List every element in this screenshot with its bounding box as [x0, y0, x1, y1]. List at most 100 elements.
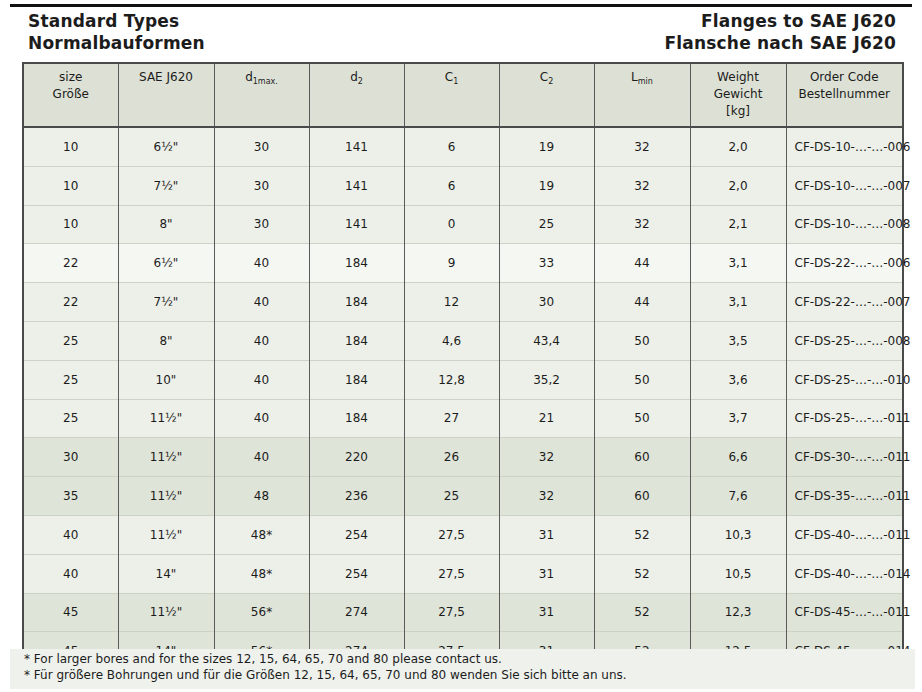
cell-lmin: 60: [594, 438, 690, 477]
cell-d1max: 30: [214, 127, 309, 166]
table-row: 108"30141025322,1CF-DS-10-…-…-008: [23, 205, 903, 244]
table-row: 258"401844,643,4503,5CF-DS-25-…-…-008: [23, 321, 903, 360]
cell-d1max: 30: [214, 166, 309, 205]
table-row: 3511½"482362532607,6CF-DS-35-…-…-011: [23, 477, 903, 516]
cell-lmin: 32: [594, 127, 690, 166]
cell-c1: 26: [404, 438, 499, 477]
cell-c1: 9: [404, 244, 499, 283]
cell-size: 25: [23, 399, 118, 438]
cell-c1: 0: [404, 205, 499, 244]
top-rule: [10, 4, 912, 7]
cell-order: CF-DS-30-…-…-011: [786, 438, 903, 477]
table-row: 227½"401841230443,1CF-DS-22-…-…-007: [23, 283, 903, 322]
cell-order: CF-DS-22-…-…-006: [786, 244, 903, 283]
table-row: 226½"40184933443,1CF-DS-22-…-…-006: [23, 244, 903, 283]
cell-order: CF-DS-40-…-…-011: [786, 515, 903, 554]
table-row: 4511½"56*27427,5315212,3CF-DS-45-…-…-011: [23, 593, 903, 632]
cell-d2: 184: [309, 283, 404, 322]
col-header-d2: d2: [309, 63, 404, 127]
cell-d2: 184: [309, 244, 404, 283]
cell-sae: 6½": [118, 127, 214, 166]
cell-lmin: 50: [594, 321, 690, 360]
cell-c1: 12,8: [404, 360, 499, 399]
cell-sae: 7½": [118, 283, 214, 322]
cell-d2: 141: [309, 166, 404, 205]
cell-d1max: 40: [214, 283, 309, 322]
cell-order: CF-DS-10-…-…-006: [786, 127, 903, 166]
cell-d2: 141: [309, 127, 404, 166]
cell-lmin: 50: [594, 360, 690, 399]
cell-c1: 6: [404, 127, 499, 166]
col-header-c1: C1: [404, 63, 499, 127]
cell-sae: 6½": [118, 244, 214, 283]
cell-c2: 19: [499, 166, 594, 205]
table-header: sizeGrößeSAE J620d1max.d2C1C2LminWeightG…: [23, 63, 903, 127]
cell-d1max: 30: [214, 205, 309, 244]
cell-c2: 31: [499, 515, 594, 554]
table-row: 4011½"48*25427,5315210,3CF-DS-40-…-…-011: [23, 515, 903, 554]
col-header-lmin: Lmin: [594, 63, 690, 127]
cell-weight: 6,6: [690, 438, 786, 477]
cell-size: 35: [23, 477, 118, 516]
title-flanges-to-sae: Flanges to SAE J620: [664, 10, 896, 32]
cell-sae: 7½": [118, 166, 214, 205]
cell-d2: 220: [309, 438, 404, 477]
title-flansche-nach-sae: Flansche nach SAE J620: [664, 32, 896, 54]
cell-c2: 31: [499, 593, 594, 632]
cell-d2: 274: [309, 593, 404, 632]
cell-order: CF-DS-10-…-…-007: [786, 166, 903, 205]
cell-d1max: 40: [214, 321, 309, 360]
title-band: Standard Types Normalbauformen Flanges t…: [28, 10, 896, 60]
cell-size: 22: [23, 283, 118, 322]
cell-weight: 7,6: [690, 477, 786, 516]
cell-c2: 35,2: [499, 360, 594, 399]
table-row: 4014"48*25427,5315210,5CF-DS-40-…-…-014: [23, 554, 903, 593]
cell-sae: 11½": [118, 399, 214, 438]
cell-weight: 10,5: [690, 554, 786, 593]
footnote-strip: * For larger bores and for the sizes 12,…: [10, 649, 915, 689]
cell-order: CF-DS-45-…-…-011: [786, 593, 903, 632]
cell-lmin: 44: [594, 244, 690, 283]
title-standard-types: Standard Types: [28, 10, 205, 32]
cell-d1max: 48*: [214, 515, 309, 554]
cell-d2: 254: [309, 554, 404, 593]
cell-d1max: 40: [214, 244, 309, 283]
col-header-c2: C2: [499, 63, 594, 127]
cell-size: 25: [23, 321, 118, 360]
cell-c1: 27: [404, 399, 499, 438]
cell-lmin: 52: [594, 593, 690, 632]
cell-c1: 4,6: [404, 321, 499, 360]
cell-lmin: 32: [594, 205, 690, 244]
cell-d1max: 40: [214, 399, 309, 438]
cell-order: CF-DS-35-…-…-011: [786, 477, 903, 516]
cell-c1: 27,5: [404, 554, 499, 593]
cell-d2: 184: [309, 399, 404, 438]
cell-c1: 27,5: [404, 515, 499, 554]
cell-weight: 2,0: [690, 127, 786, 166]
cell-lmin: 60: [594, 477, 690, 516]
cell-c1: 12: [404, 283, 499, 322]
footnote-en: * For larger bores and for the sizes 12,…: [24, 651, 915, 667]
cell-sae: 11½": [118, 438, 214, 477]
table-row: 2510"4018412,835,2503,6CF-DS-25-…-…-010: [23, 360, 903, 399]
cell-weight: 3,7: [690, 399, 786, 438]
cell-size: 30: [23, 438, 118, 477]
cell-sae: 10": [118, 360, 214, 399]
cell-size: 25: [23, 360, 118, 399]
col-header-sae: SAE J620: [118, 63, 214, 127]
cell-lmin: 52: [594, 554, 690, 593]
col-header-size: sizeGröße: [23, 63, 118, 127]
page-title-left: Standard Types Normalbauformen: [28, 10, 205, 54]
cell-c1: 27,5: [404, 593, 499, 632]
cell-order: CF-DS-25-…-…-011: [786, 399, 903, 438]
datasheet-page: Standard Types Normalbauformen Flanges t…: [0, 0, 922, 692]
cell-d2: 184: [309, 360, 404, 399]
cell-weight: 10,3: [690, 515, 786, 554]
cell-sae: 8": [118, 321, 214, 360]
cell-order: CF-DS-25-…-…-010: [786, 360, 903, 399]
table-row: 106½"30141619322,0CF-DS-10-…-…-006: [23, 127, 903, 166]
cell-c1: 6: [404, 166, 499, 205]
cell-size: 10: [23, 205, 118, 244]
cell-size: 40: [23, 554, 118, 593]
cell-sae: 14": [118, 554, 214, 593]
